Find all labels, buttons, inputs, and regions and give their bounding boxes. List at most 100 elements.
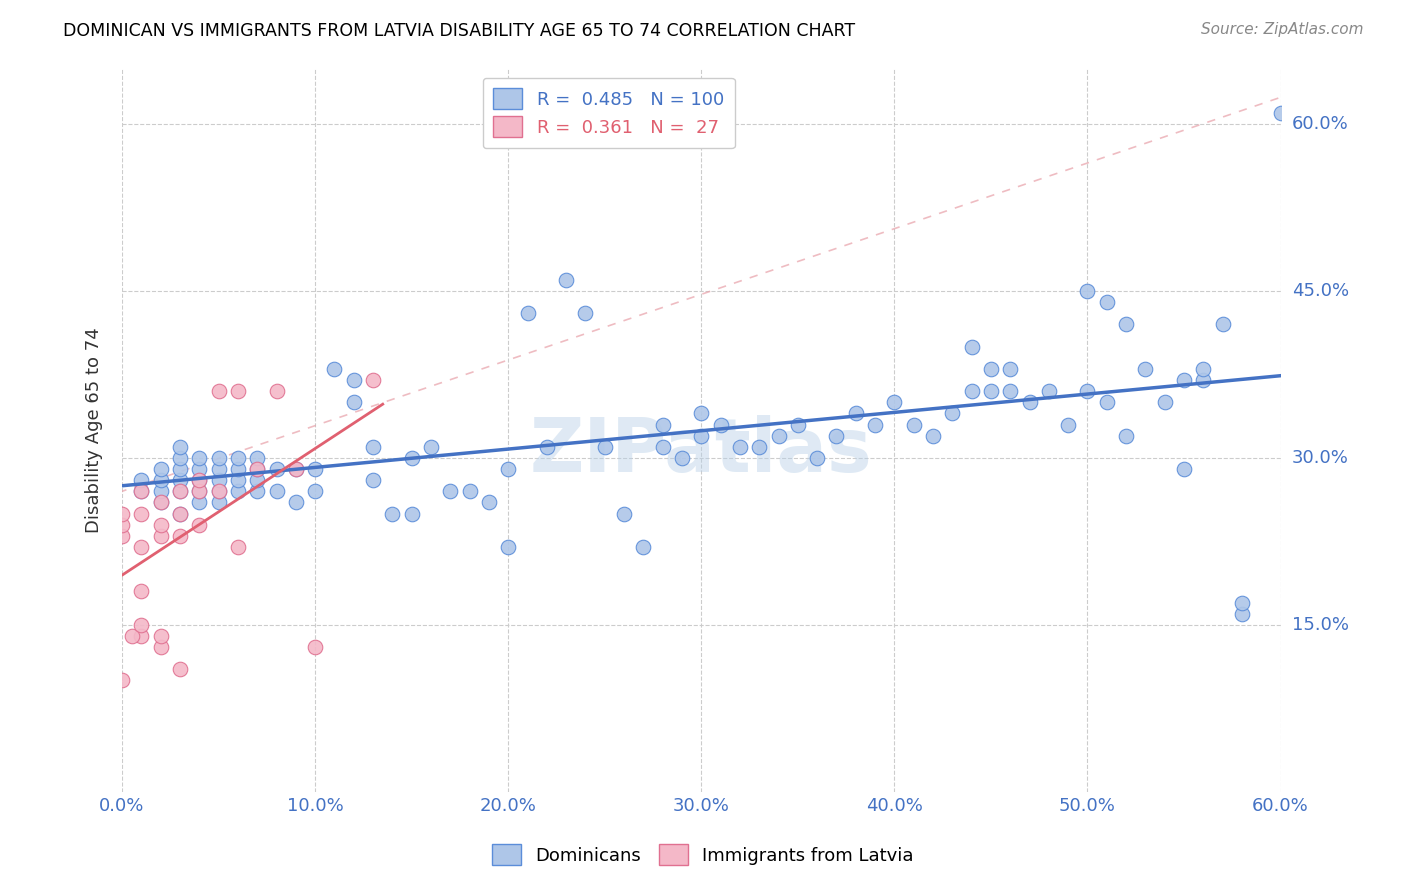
Point (284, 495, 307, 509)
Point (226, 384, 249, 399)
Point (1230, 607, 1253, 621)
Point (169, 484, 191, 499)
Point (131, 507, 153, 521)
Point (188, 517, 211, 532)
Point (748, 440, 770, 454)
Point (825, 428, 848, 442)
Point (188, 473, 211, 487)
Point (1038, 384, 1060, 399)
Point (768, 428, 790, 442)
Text: 60.0%: 60.0% (1292, 115, 1348, 133)
Point (266, 484, 288, 499)
Point (651, 417, 673, 432)
Point (960, 340, 983, 354)
Point (439, 484, 461, 499)
Point (169, 450, 191, 465)
Point (574, 306, 596, 320)
Point (207, 495, 229, 509)
Point (111, 507, 134, 521)
Point (458, 484, 481, 499)
Legend: Dominicans, Immigrants from Latvia: Dominicans, Immigrants from Latvia (481, 833, 925, 876)
Point (593, 440, 616, 454)
Point (304, 484, 326, 499)
Point (1018, 395, 1040, 409)
Point (131, 484, 153, 499)
Point (226, 484, 249, 499)
Point (1173, 373, 1195, 387)
Point (188, 484, 211, 499)
Point (496, 462, 519, 476)
Text: ZIPatlas: ZIPatlas (530, 416, 873, 488)
Point (496, 540, 519, 554)
Point (149, 462, 172, 476)
Point (1153, 395, 1175, 409)
Point (131, 629, 153, 643)
Point (226, 450, 249, 465)
Point (131, 584, 153, 599)
Point (980, 362, 1002, 376)
Point (710, 417, 733, 432)
Point (131, 473, 153, 487)
Point (91, 540, 114, 554)
Point (323, 362, 346, 376)
Point (980, 384, 1002, 399)
Point (1270, 106, 1292, 120)
Point (633, 540, 655, 554)
Point (845, 406, 868, 420)
Point (188, 473, 211, 487)
Point (1115, 428, 1137, 442)
Point (536, 440, 558, 454)
Point (1192, 373, 1215, 387)
Point (786, 417, 808, 432)
Text: Source: ZipAtlas.com: Source: ZipAtlas.com (1201, 22, 1364, 37)
Point (1057, 417, 1080, 432)
Point (188, 495, 211, 509)
Point (111, 673, 134, 688)
Point (1095, 395, 1118, 409)
Legend: R =  0.485   N = 100, R =  0.361   N =  27: R = 0.485 N = 100, R = 0.361 N = 27 (482, 78, 735, 148)
Point (149, 495, 172, 509)
Point (1230, 596, 1253, 610)
Point (149, 517, 172, 532)
Point (361, 473, 384, 487)
Point (169, 507, 191, 521)
Point (1000, 384, 1022, 399)
Text: DOMINICAN VS IMMIGRANTS FROM LATVIA DISABILITY AGE 65 TO 74 CORRELATION CHART: DOMINICAN VS IMMIGRANTS FROM LATVIA DISA… (63, 22, 855, 40)
Point (188, 462, 211, 476)
Point (169, 473, 191, 487)
Point (111, 529, 134, 543)
Point (131, 617, 153, 632)
Text: 45.0%: 45.0% (1292, 282, 1348, 300)
Point (91, 507, 114, 521)
Point (361, 373, 384, 387)
Text: 15.0%: 15.0% (1292, 615, 1348, 634)
Point (420, 440, 443, 454)
Point (381, 507, 404, 521)
Point (149, 484, 172, 499)
Point (188, 484, 211, 499)
Point (903, 417, 925, 432)
Point (728, 440, 751, 454)
Point (149, 640, 172, 654)
Point (169, 662, 191, 676)
Point (690, 428, 713, 442)
Point (226, 462, 249, 476)
Point (671, 450, 693, 465)
Point (169, 462, 191, 476)
Point (226, 540, 249, 554)
Point (121, 629, 143, 643)
Point (169, 440, 191, 454)
Point (207, 484, 229, 499)
Point (207, 484, 229, 499)
Y-axis label: Disability Age 65 to 74: Disability Age 65 to 74 (86, 327, 103, 533)
Point (941, 406, 963, 420)
Point (1000, 362, 1022, 376)
Point (1135, 362, 1157, 376)
Point (613, 507, 636, 521)
Point (207, 450, 229, 465)
Point (1076, 384, 1098, 399)
Point (131, 484, 153, 499)
Point (284, 462, 307, 476)
Point (478, 495, 501, 509)
Point (188, 450, 211, 465)
